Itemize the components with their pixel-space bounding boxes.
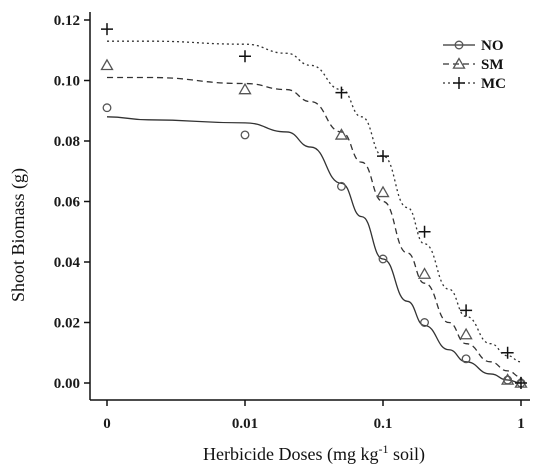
axes: 0.00 0.02 0.04 0.06 0.08 0.10 0.12 0 0.01 0.1 1 [54,12,530,432]
point-sm [100,58,114,71]
point-no [461,354,471,364]
legend: NO SM MC [443,38,506,92]
legend-label-no: NO [481,38,504,54]
point-mc [377,150,389,163]
y-tick-label: 0.04 [54,255,81,271]
curve-no [106,116,522,384]
point-mc [460,304,473,317]
legend-label-sm: SM [481,57,504,73]
legend-marker-sm [452,57,466,69]
y-tick-label: 0.12 [54,13,80,29]
x-axis-title-main: Herbicide Doses (mg kg [203,444,378,465]
point-no [378,254,388,264]
y-tick-label: 0.02 [54,316,80,332]
fit-curves [106,40,522,384]
point-no [240,130,250,140]
point-mc [418,225,431,238]
x-axis-title-tail: soil) [388,444,425,465]
point-sm [238,82,252,95]
point-mc [101,23,113,36]
legend-label-mc: MC [481,76,506,92]
y-tick-label: 0.10 [54,74,80,90]
point-sm [459,327,473,340]
y-axis-title: Shoot Biomass (g) [8,168,29,302]
y-tick-label: 0.06 [54,195,81,211]
y-tick-label: 0.00 [54,376,80,392]
curve-sm [106,76,522,378]
x-tick-label: 0.1 [374,416,393,432]
data-markers [100,23,528,389]
x-axis-title: Herbicide Doses (mg kg-1 soil) [203,442,425,465]
point-sm [376,185,390,198]
point-sm [501,373,515,385]
y-tick-label: 0.08 [54,134,80,150]
point-mc [501,346,514,359]
x-axis-title-sup: -1 [378,442,388,456]
legend-marker-mc [453,77,465,89]
point-no [337,181,346,191]
point-mc [515,377,527,389]
legend-marker-no [454,40,464,50]
point-no [102,103,112,113]
x-tick-label: 1 [517,416,525,432]
point-sm [334,128,349,140]
point-no [420,318,429,327]
point-mc [335,86,348,99]
x-tick-label: 0 [103,416,111,432]
curve-mc [107,40,522,363]
x-tick-label: 0.01 [232,416,258,432]
point-mc [239,50,251,63]
point-sm [417,267,432,279]
